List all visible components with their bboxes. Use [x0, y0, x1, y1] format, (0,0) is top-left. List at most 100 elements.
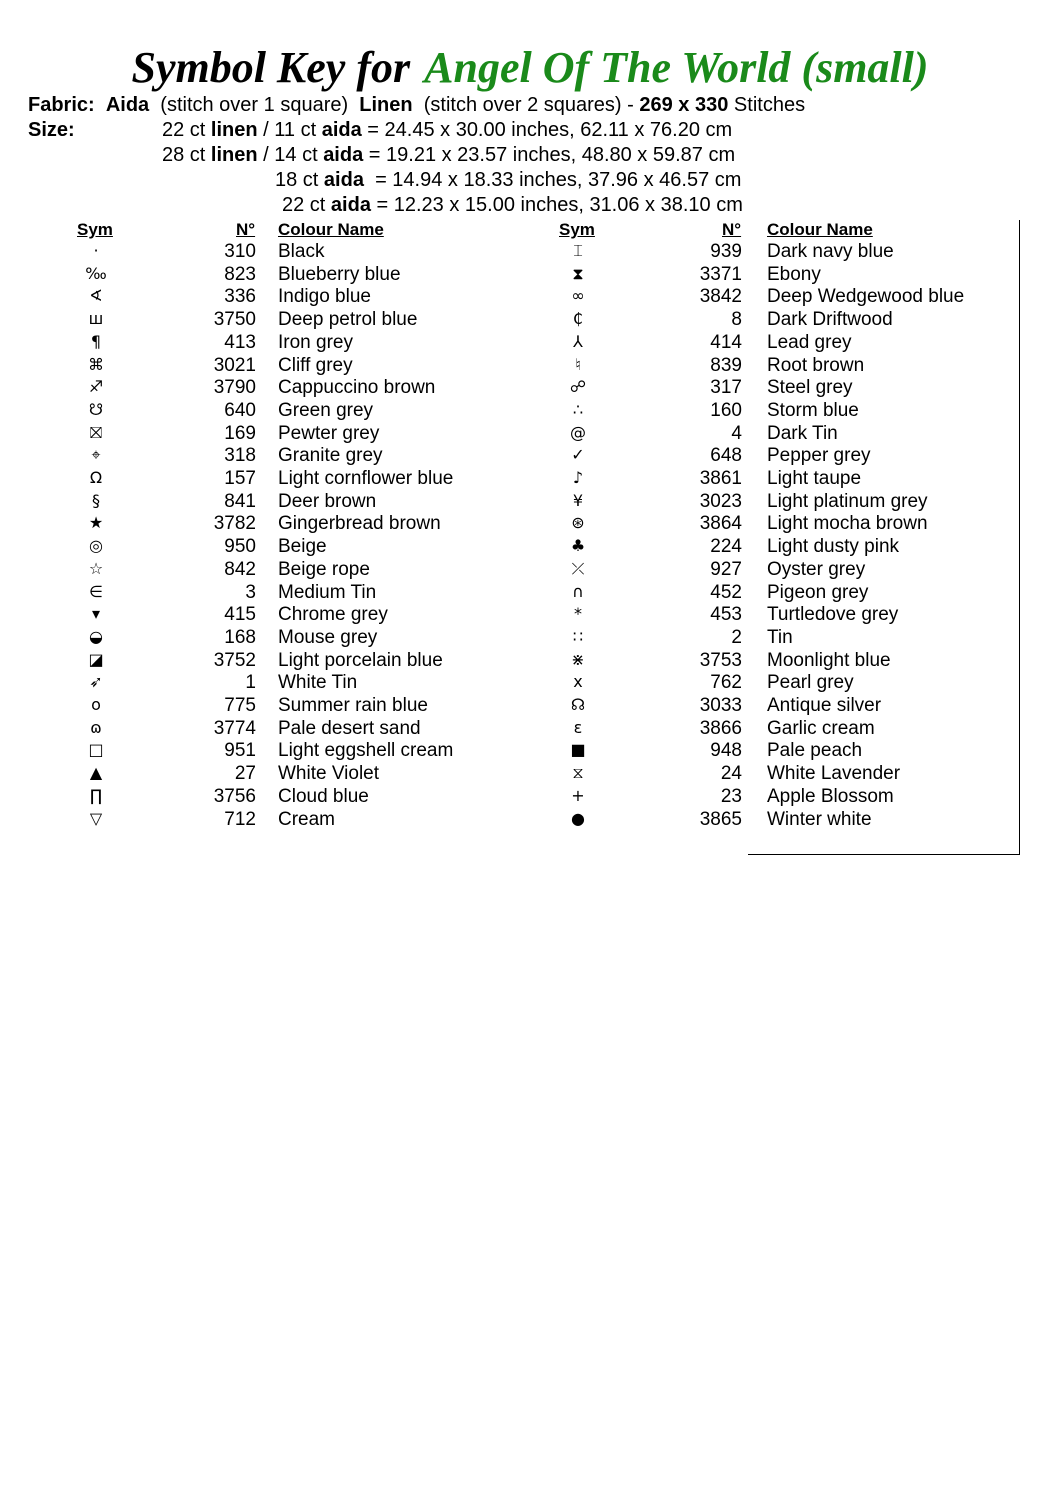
symbol-icon: ♪	[572, 468, 584, 487]
header-sym-left: Sym	[77, 220, 113, 239]
dmc-number: 23	[720, 785, 742, 807]
symbol-icon: ▲	[89, 763, 103, 783]
colour-name: Lead grey	[767, 331, 852, 353]
dmc-number: 3774	[213, 717, 256, 739]
dmc-number: 414	[710, 331, 742, 353]
symbol-icon: ■	[570, 740, 586, 760]
colour-name: Tin	[767, 626, 793, 648]
header-name-right: Colour Name	[767, 220, 873, 239]
symbol-icon: ⧗	[572, 263, 584, 283]
dmc-number: 927	[710, 558, 742, 580]
colour-name: Pale desert sand	[278, 717, 421, 739]
fabric-linen: Linen	[359, 94, 413, 116]
size-line: 18 ct aida = 14.94 x 18.33 inches, 37.96…	[275, 169, 741, 192]
colour-name: Turtledove grey	[767, 604, 899, 626]
colour-name: Indigo blue	[278, 286, 371, 308]
dmc-number: 3790	[213, 377, 256, 399]
dmc-number: 318	[224, 445, 256, 467]
dmc-number: 762	[710, 672, 742, 694]
dmc-number: 648	[710, 445, 742, 467]
colour-name: Summer rain blue	[278, 695, 428, 716]
size-b2: aida	[321, 119, 362, 141]
symbol-icon: ☋	[88, 399, 104, 419]
symbol-icon: ∴	[572, 399, 584, 419]
dmc-number: 413	[224, 331, 256, 353]
symbol-icon: ☍	[569, 377, 587, 397]
header-num-left: N°	[236, 220, 256, 239]
dmc-number: 3866	[699, 717, 742, 739]
dmc-number: 841	[224, 490, 256, 512]
stitch-count: 269 x 330	[639, 94, 729, 116]
symbol-icon: ★	[88, 513, 104, 533]
symbol-icon: ☊	[570, 695, 586, 714]
dmc-number: 939	[710, 241, 742, 262]
colour-name: Apple Blossom	[767, 785, 894, 807]
dmc-number: 3756	[213, 785, 256, 807]
size-post: = 12.23 x 15.00 inches, 31.06 x 38.10 cm	[370, 194, 743, 216]
colour-name: Garlic cream	[767, 717, 875, 739]
page-title: Symbol Key for Angel Of The World (small)	[0, 42, 1060, 93]
colour-name: White Lavender	[767, 763, 901, 785]
symbol-icon: +	[571, 785, 585, 805]
symbol-icon: ▾	[91, 604, 101, 624]
size-pre: 18 ct	[275, 169, 324, 191]
dmc-number: 640	[224, 399, 256, 421]
pattern-name: Angel Of The World (small)	[424, 43, 929, 92]
colour-name: Light porcelain blue	[278, 649, 443, 671]
size-label: Size:	[28, 119, 75, 141]
colour-name: Dark Driftwood	[767, 309, 893, 331]
dmc-number: 948	[710, 740, 742, 762]
colour-name: Dark navy blue	[767, 241, 894, 262]
dmc-number: 168	[224, 626, 256, 648]
symbol-icon: ▽	[89, 808, 103, 828]
symbol-icon: ⤫	[571, 558, 585, 578]
dmc-number: 310	[224, 241, 256, 262]
symbol-icon: ɷ	[90, 717, 102, 737]
size-pre: 28 ct	[162, 144, 211, 166]
colour-name: Moonlight blue	[767, 649, 891, 671]
symbol-icon: □	[88, 740, 104, 760]
symbol-icon: ➶	[89, 672, 103, 692]
header-sym-right: Sym	[559, 220, 595, 239]
size-mid: / 14 ct	[257, 144, 324, 166]
symbol-icon: ∢	[89, 286, 103, 306]
symbol-icon: ◎	[89, 536, 103, 556]
linen-note: (stitch over 2 squares) -	[423, 94, 634, 116]
header-num-right: N°	[722, 220, 742, 239]
dmc-number: 27	[234, 763, 256, 785]
dmc-number: 839	[710, 354, 742, 376]
symbol-icon: ◒	[89, 626, 103, 646]
dmc-number: 2	[731, 626, 742, 648]
symbol-icon: x	[573, 672, 583, 692]
colour-name: Light taupe	[767, 468, 862, 489]
dmc-number: 169	[224, 422, 256, 444]
dmc-number: 3752	[213, 649, 256, 671]
colour-name: Medium Tin	[278, 581, 377, 603]
dmc-number: 3864	[699, 513, 742, 535]
size-pre: 22 ct	[162, 119, 211, 141]
dmc-number: 4	[731, 422, 742, 444]
dmc-number: 3750	[213, 309, 256, 331]
size-b2: aida	[323, 169, 364, 191]
symbol-icon: o	[91, 695, 101, 714]
colour-name: Granite grey	[278, 445, 383, 467]
size-b2: aida	[330, 194, 371, 216]
size-post: = 24.45 x 30.00 inches, 62.11 x 76.20 cm	[361, 119, 733, 141]
size-post: = 19.21 x 23.57 inches, 48.80 x 59.87 cm	[363, 144, 736, 166]
size-b2: aida	[323, 144, 364, 166]
dmc-number: 3782	[213, 513, 256, 535]
fabric-aida: Aida	[105, 94, 150, 116]
dmc-number: 3	[245, 581, 256, 603]
symbol-icon: ⅄	[573, 331, 583, 351]
colour-name: Light dusty pink	[767, 536, 900, 558]
colour-name: Deep Wedgewood blue	[767, 286, 965, 308]
colour-name: Cream	[278, 808, 336, 830]
colour-name: Mouse grey	[278, 626, 378, 648]
symbol-icon: ✓	[571, 445, 585, 465]
dmc-number: 823	[224, 263, 256, 285]
dmc-number: 3753	[699, 649, 742, 671]
dmc-number: 415	[224, 604, 256, 626]
colour-name: Light eggshell cream	[278, 740, 454, 762]
stitch-unit: Stitches	[733, 94, 806, 116]
colour-name: Cappuccino brown	[278, 377, 436, 399]
